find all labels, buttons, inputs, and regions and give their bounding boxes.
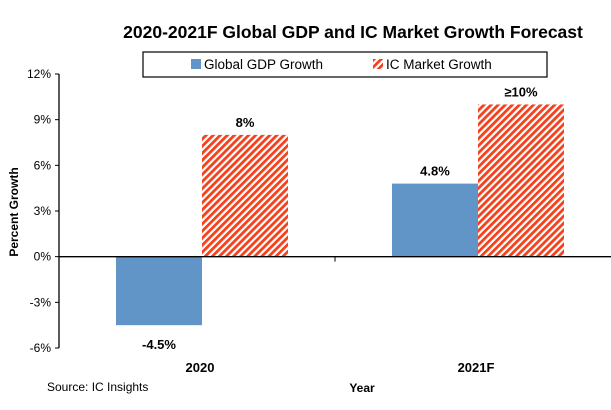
bar-ic-market-growth <box>478 104 564 257</box>
y-tick-label: 6% <box>34 158 52 172</box>
legend-swatch-gdp <box>191 59 201 69</box>
x-tick-label: 2021F <box>458 360 495 375</box>
chart-title: 2020-2021F Global GDP and IC Market Grow… <box>123 22 583 42</box>
source-note: Source: IC Insights <box>47 380 148 394</box>
y-tick-label: 3% <box>34 204 52 218</box>
bar-global-gdp-growth <box>116 256 202 326</box>
y-tick-label: 9% <box>34 113 52 127</box>
y-tick-label: -6% <box>30 341 52 355</box>
legend-swatch-ic <box>373 59 383 69</box>
y-tick-label: 0% <box>34 250 52 264</box>
data-label: 4.8% <box>420 164 450 179</box>
legend: Global GDP Growth IC Market Growth <box>142 51 548 78</box>
plot-area: 12% 9% 6% 3% 0% -3% -6% -4.5% 8% 2020 4.8% ≥10% 2021… <box>27 67 611 375</box>
data-label: ≥10% <box>504 84 538 99</box>
data-label: 8% <box>236 115 255 130</box>
legend-box <box>142 51 548 78</box>
x-tick-label: 2020 <box>186 360 215 375</box>
bar-ic-market-growth <box>202 134 288 257</box>
bar-global-gdp-growth <box>392 183 478 257</box>
y-tick-label: 12% <box>27 67 51 81</box>
x-axis-title: Year <box>349 381 375 395</box>
data-label: -4.5% <box>142 337 176 352</box>
y-tick-label: -3% <box>30 295 52 309</box>
y-axis-title: Percent Growth <box>7 167 21 256</box>
legend-label-ic: IC Market Growth <box>386 57 492 72</box>
legend-label-gdp: Global GDP Growth <box>204 57 323 72</box>
